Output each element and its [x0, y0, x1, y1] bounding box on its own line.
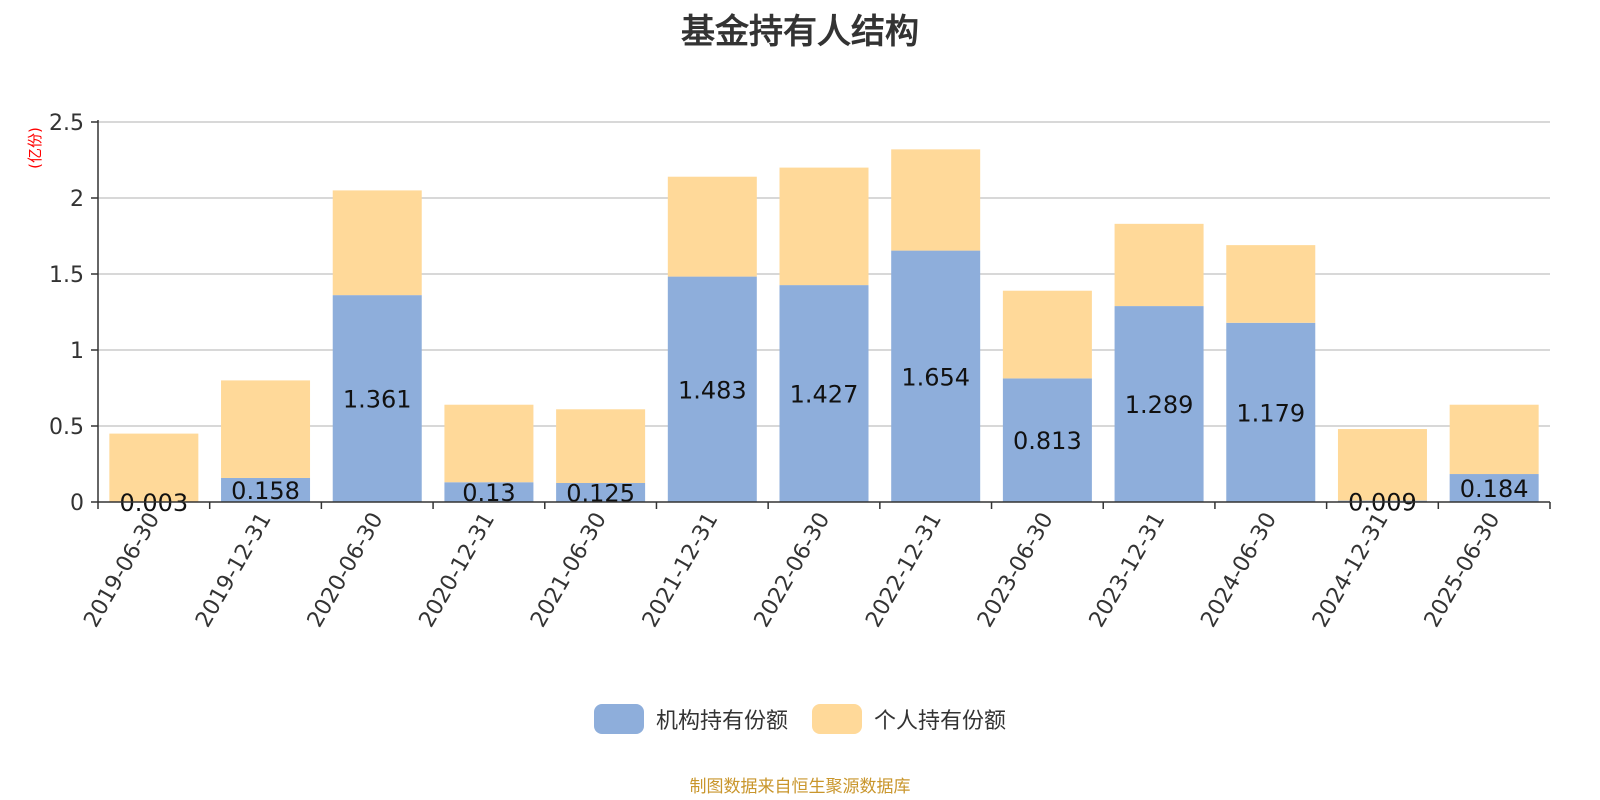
x-tick-label: 2019-12-31	[191, 509, 277, 632]
legend-item-institutional[interactable]: 机构持有份额	[593, 703, 788, 735]
y-tick-label: 0.5	[49, 415, 84, 440]
bar-institutional	[332, 295, 422, 502]
bar-institutional	[1114, 306, 1204, 502]
bar-individual	[1002, 290, 1092, 379]
data-label-institutional: 0.813	[1013, 427, 1082, 455]
bar-individual	[891, 149, 981, 251]
x-tick-label: 2021-06-30	[526, 509, 612, 632]
bar-institutional	[1449, 474, 1539, 502]
legend-swatch-individual	[812, 704, 862, 734]
bar-institutional	[221, 477, 311, 502]
bars	[109, 149, 1539, 502]
x-tick-label: 2025-06-30	[1420, 509, 1506, 632]
bar-institutional	[1226, 322, 1316, 502]
data-label-institutional: 1.483	[678, 376, 747, 404]
x-tick-label: 2019-06-30	[79, 509, 165, 632]
bar-individual	[109, 433, 199, 502]
bar-individual	[1449, 404, 1539, 475]
y-tick-label: 2.5	[49, 111, 84, 136]
y-tick-label: 1.5	[49, 263, 84, 288]
legend: 机构持有份额 个人持有份额	[0, 703, 1600, 735]
y-axis-unit-label: (亿份)	[26, 127, 44, 169]
legend-item-individual[interactable]: 个人持有份额	[812, 703, 1006, 735]
legend-swatch-institutional	[593, 704, 644, 734]
x-tick-label: 2024-06-30	[1196, 509, 1282, 632]
chart-title: 基金持有人结构	[681, 12, 919, 52]
bar-individual	[556, 409, 646, 483]
x-tick-label: 2022-06-30	[750, 509, 836, 632]
data-label-institutional: 0.13	[462, 479, 515, 507]
bar-institutional	[444, 482, 534, 502]
bar-institutional	[1002, 378, 1092, 502]
x-tick-label: 2020-12-31	[415, 509, 501, 632]
bar-institutional	[891, 250, 981, 502]
x-tick-label: 2021-12-31	[638, 509, 724, 632]
data-label-institutional: 0.158	[231, 477, 300, 505]
bar-individual	[332, 190, 422, 296]
data-label-institutional: 1.289	[1125, 391, 1194, 419]
bar-individual	[221, 380, 311, 478]
y-tick-label: 2	[70, 187, 84, 212]
x-tick-label: 2023-06-30	[973, 509, 1059, 632]
bar-institutional	[779, 285, 869, 502]
data-label-institutional: 0.003	[119, 489, 188, 517]
x-tick-label: 2024-12-31	[1308, 509, 1394, 632]
bar-institutional	[556, 483, 646, 502]
bar-institutional	[667, 276, 757, 502]
bar-individual	[1337, 429, 1427, 501]
data-label-institutional: 1.427	[790, 381, 859, 409]
x-tick-label: 2020-06-30	[303, 509, 389, 632]
data-label-institutional: 1.654	[901, 363, 970, 391]
bar-individual	[779, 167, 869, 286]
data-label-institutional: 1.361	[343, 386, 412, 414]
legend-label-individual: 个人持有份额	[874, 709, 1007, 734]
legend-label-institutional: 机构持有份额	[655, 709, 788, 734]
data-label-institutional: 0.184	[1460, 475, 1529, 503]
bar-individual	[1226, 245, 1316, 323]
source-note: 制图数据来自恒生聚源数据库	[689, 777, 911, 797]
x-tick-label: 2023-12-31	[1085, 509, 1171, 632]
y-tick-label: 0	[70, 491, 84, 516]
bar-individual	[444, 404, 534, 483]
data-label-institutional: 0.125	[566, 480, 635, 508]
data-labels: 0.003 0.158 1.361 0.13 0.125 1.483 1.427 1.654 0…	[119, 363, 1528, 516]
x-tick-label: 2022-12-31	[861, 509, 947, 632]
y-tick-label: 1	[70, 339, 84, 364]
bar-individual	[667, 176, 757, 277]
bar-individual	[1114, 223, 1204, 307]
data-label-institutional: 1.179	[1236, 399, 1305, 427]
